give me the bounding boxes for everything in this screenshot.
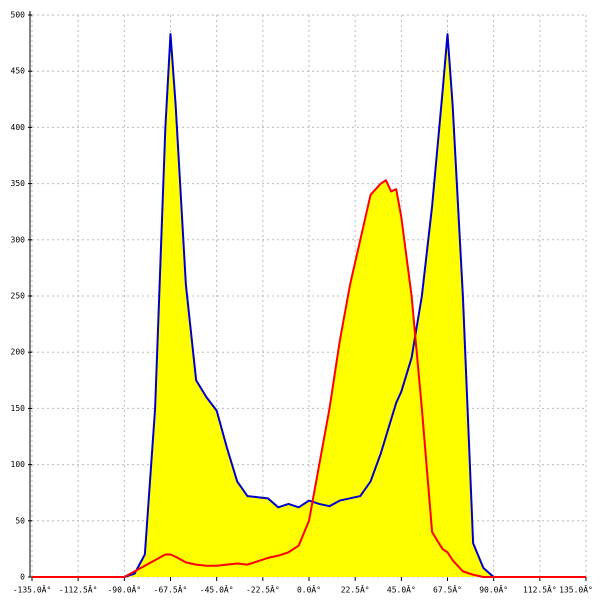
y-tick-label: 0 bbox=[20, 573, 25, 582]
x-tick-label: -67.5Â° bbox=[154, 584, 188, 595]
area bbox=[32, 34, 586, 577]
y-tick-label: 350 bbox=[11, 179, 26, 188]
y-tick-label: 100 bbox=[11, 460, 26, 469]
y-tick-label: 400 bbox=[11, 123, 26, 132]
x-tick-label: -135.0Â° bbox=[13, 584, 52, 595]
x-tick-label: 90.0Â° bbox=[479, 584, 508, 595]
y-tick-label: 200 bbox=[11, 348, 26, 357]
x-tick-label: 22.5Â° bbox=[341, 584, 370, 595]
x-tick-label: 45.0Â° bbox=[387, 584, 416, 595]
y-tick-label: 300 bbox=[11, 235, 26, 244]
x-tick-label: 0.0Â° bbox=[297, 584, 321, 595]
y-tick-label: 450 bbox=[11, 67, 26, 76]
x-tick-label: -90.0Â° bbox=[107, 584, 141, 595]
x-tick-label: 135.0Â° bbox=[559, 584, 593, 595]
x-tick-label: -112.5Â° bbox=[59, 584, 98, 595]
x-tick-label: -22.5Â° bbox=[246, 584, 280, 595]
y-tick-label: 150 bbox=[11, 404, 26, 413]
y-tick-label: 250 bbox=[11, 292, 26, 301]
y-tick-label: 50 bbox=[15, 516, 25, 525]
x-tick-label: 67.5Â° bbox=[433, 584, 462, 595]
y-tick-label: 500 bbox=[11, 11, 26, 20]
line bbox=[32, 33, 586, 578]
x-tick-label: 112.5Â° bbox=[523, 584, 557, 595]
line bbox=[32, 179, 586, 578]
x-tick-label: -45.0Â° bbox=[200, 584, 234, 595]
